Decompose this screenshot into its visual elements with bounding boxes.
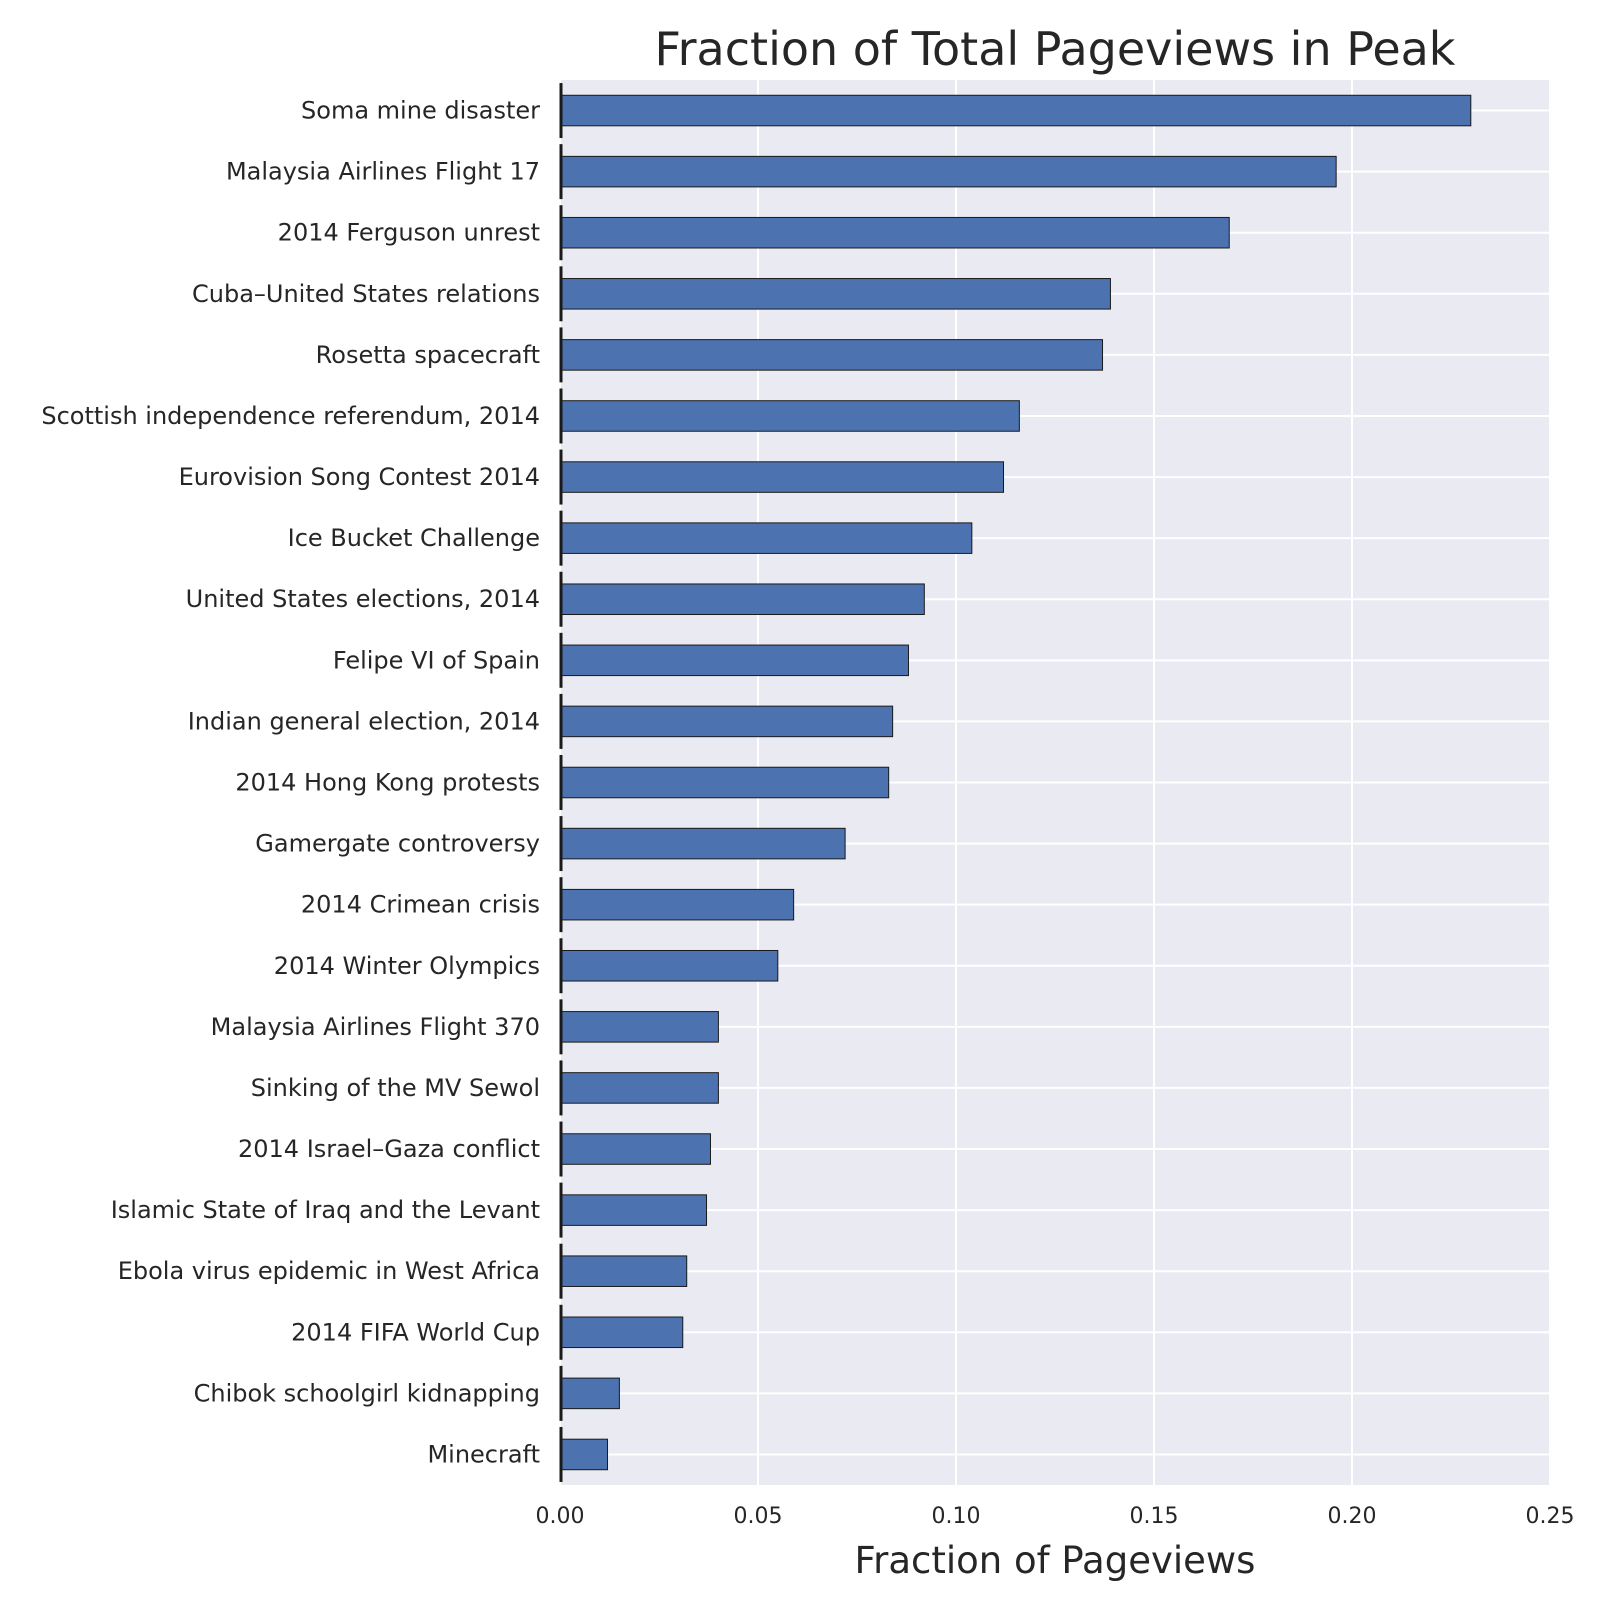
y-tick-label: Ebola virus epidemic in West Africa: [118, 1257, 540, 1285]
y-tick-label: 2014 Ferguson unrest: [278, 219, 540, 247]
y-tick-label: Sinking of the MV Sewol: [251, 1074, 540, 1102]
y-tick-label: Felipe VI of Spain: [333, 646, 540, 674]
y-tick-label: 2014 Winter Olympics: [274, 952, 540, 980]
x-tick-label: 0.15: [1130, 1504, 1179, 1529]
bar: [559, 1438, 609, 1471]
y-tick-label: Cuba–United States relations: [192, 280, 540, 308]
y-tick-label: Gamergate controversy: [255, 830, 540, 858]
y-tick-label: Minecraft: [427, 1440, 540, 1468]
bars: [559, 83, 1472, 1482]
x-tick-label: 0.05: [734, 1504, 783, 1529]
x-tick-label: 0.10: [932, 1504, 981, 1529]
bar: [559, 888, 795, 921]
y-tick-label: Soma mine disaster: [301, 97, 540, 125]
y-tick-label: Chibok schoolgirl kidnapping: [194, 1379, 540, 1407]
x-tick-label: 0.00: [536, 1504, 585, 1529]
bar: [559, 705, 894, 738]
y-tick-labels: Soma mine disaster Malaysia Airlines Flig…: [41, 97, 540, 1469]
y-tick-label: Malaysia Airlines Flight 17: [226, 158, 540, 186]
bar: [559, 94, 1472, 127]
bar: [559, 644, 909, 677]
bar: [559, 461, 1005, 493]
y-tick-label: Scottish independence referendum, 2014: [41, 402, 540, 430]
y-tick-label: Islamic State of Iraq and the Levant: [111, 1196, 540, 1224]
bar: [559, 278, 1111, 310]
x-tick-label: 0.20: [1328, 1504, 1377, 1529]
bar: [559, 1316, 684, 1349]
y-tick-label: United States elections, 2014: [186, 585, 540, 613]
chart-title: Fraction of Total Pageviews in Peak: [655, 22, 1456, 76]
bar: [559, 1194, 708, 1226]
y-tick-label: Ice Bucket Challenge: [288, 524, 540, 552]
y-tick-label: Eurovision Song Contest 2014: [179, 463, 540, 491]
y-tick-label: 2014 Crimean crisis: [301, 891, 540, 919]
bar: [559, 949, 779, 982]
y-tick-label: 2014 Hong Kong protests: [235, 769, 540, 797]
y-tick-label: Rosetta spacecraft: [316, 341, 540, 369]
bar: [559, 400, 1020, 432]
bar: [559, 1072, 719, 1104]
bar: [559, 155, 1337, 188]
bar: [559, 1011, 719, 1043]
bar: [559, 766, 890, 799]
bar: [559, 522, 973, 554]
x-axis-label: Fraction of Pageviews: [855, 1539, 1256, 1582]
y-tick-label: 2014 FIFA World Cup: [291, 1318, 540, 1346]
x-tick-labels: 0.00 0.05 0.10 0.15 0.20 0.25: [536, 1504, 1575, 1529]
x-tick-label: 0.25: [1526, 1504, 1575, 1529]
y-tick-label: Indian general election, 2014: [188, 707, 540, 735]
bar: [559, 1133, 711, 1165]
bar: [559, 583, 925, 616]
y-tick-label: 2014 Israel–Gaza conflict: [238, 1135, 540, 1163]
bar: [559, 1377, 620, 1410]
bar: [559, 1255, 688, 1287]
y-tick-label: Malaysia Airlines Flight 370: [211, 1013, 540, 1041]
bar: [559, 216, 1230, 249]
bar: [559, 339, 1104, 371]
bar: [559, 827, 846, 860]
